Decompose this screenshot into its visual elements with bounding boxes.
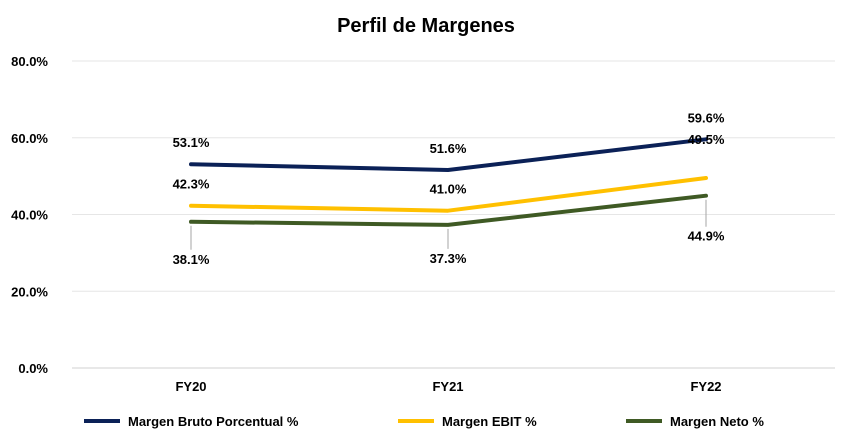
x-axis-ticks: FY20 FY21 FY22 xyxy=(175,379,721,394)
series-lines xyxy=(189,137,708,227)
data-label: 53.1% xyxy=(173,135,210,150)
y-tick-label: 0.0% xyxy=(18,361,48,376)
data-label: 59.6% xyxy=(688,110,725,125)
data-label: 42.3% xyxy=(173,177,210,192)
chart-title: Perfil de Margenes xyxy=(337,15,515,37)
legend-item-1[interactable]: Margen EBIT % xyxy=(398,414,537,429)
data-label: 37.3% xyxy=(430,251,467,266)
y-tick-label: 60.0% xyxy=(11,131,48,146)
y-tick-label: 80.0% xyxy=(11,54,48,69)
y-axis-ticks: 0.0% 20.0% 40.0% 60.0% 80.0% xyxy=(11,54,48,376)
x-tick-label: FY20 xyxy=(175,379,206,394)
data-label: 49.5% xyxy=(688,132,725,147)
series-line-2 xyxy=(189,193,708,227)
series-line-0 xyxy=(189,137,708,172)
legend-label: Margen Neto % xyxy=(670,414,764,429)
legend-label: Margen EBIT % xyxy=(442,414,537,429)
legend-label: Margen Bruto Porcentual % xyxy=(128,414,299,429)
data-label: 41.0% xyxy=(430,182,467,197)
x-tick-label: FY22 xyxy=(690,379,721,394)
x-tick-label: FY21 xyxy=(432,379,463,394)
data-label: 51.6% xyxy=(430,141,467,156)
gridlines xyxy=(72,60,835,369)
legend-item-0[interactable]: Margen Bruto Porcentual % xyxy=(84,414,299,429)
y-tick-label: 40.0% xyxy=(11,208,48,223)
series-line-1 xyxy=(189,176,708,213)
data-label: 38.1% xyxy=(173,252,210,267)
y-tick-label: 20.0% xyxy=(11,284,48,299)
legend[interactable]: Margen Bruto Porcentual % Margen EBIT % Ma… xyxy=(84,414,764,429)
data-label: 44.9% xyxy=(688,229,725,244)
legend-item-2[interactable]: Margen Neto % xyxy=(626,414,764,429)
data-labels: 53.1% 51.6% 59.6% 42.3% 41.0% 49.5% 38.1% 37.3%… xyxy=(173,110,725,267)
